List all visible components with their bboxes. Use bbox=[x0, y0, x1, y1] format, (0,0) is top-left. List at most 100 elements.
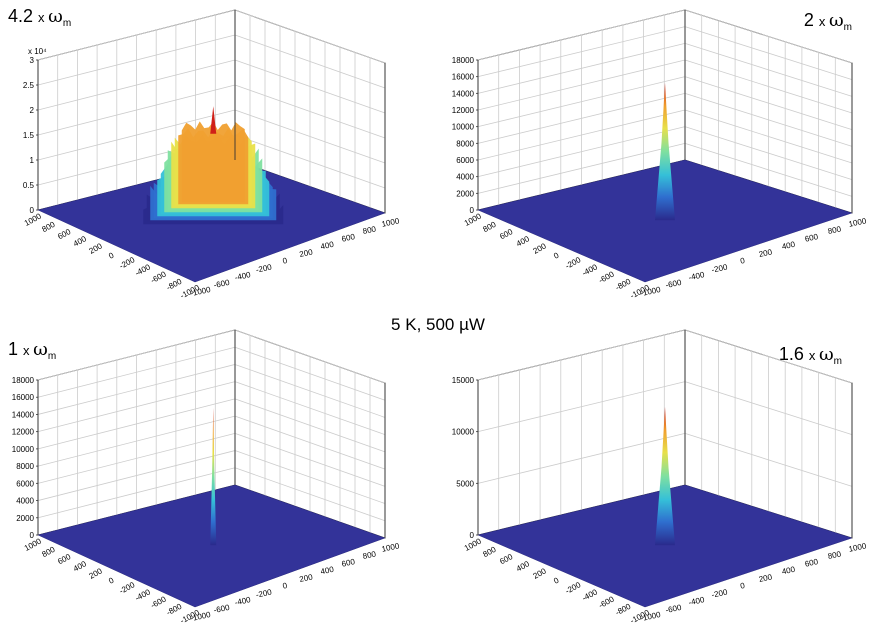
grid-line bbox=[684, 26, 853, 81]
figure-label: 5 K, 500 µW bbox=[391, 315, 485, 334]
y-tick-label: 200 bbox=[532, 566, 548, 580]
y-tick-label: 800 bbox=[41, 220, 57, 234]
panel-label: 1 x ωm bbox=[8, 339, 56, 362]
y-tick-label: 1000 bbox=[463, 536, 483, 553]
z-tick-label: 3 bbox=[30, 56, 35, 65]
y-tick-label: 600 bbox=[498, 552, 514, 566]
x-tick-label: -1000 bbox=[640, 285, 662, 298]
y-tick-label: -600 bbox=[149, 269, 168, 285]
grid-line bbox=[477, 126, 686, 178]
x-tick-label: -400 bbox=[688, 270, 706, 282]
grid-line bbox=[37, 34, 236, 86]
grid-line bbox=[37, 109, 236, 161]
y-tick-label: 0 bbox=[552, 576, 561, 586]
y-tick-label: 400 bbox=[515, 234, 531, 248]
x-tick-label: 0 bbox=[282, 581, 289, 591]
y-tick-label: -200 bbox=[118, 255, 137, 271]
grid-line bbox=[37, 415, 236, 467]
y-tick-label: 400 bbox=[72, 234, 88, 248]
z-tick-label: 4000 bbox=[16, 497, 34, 506]
y-tick-label: -800 bbox=[614, 277, 633, 293]
z-tick-label: 12000 bbox=[12, 428, 35, 437]
x-tick-label: 400 bbox=[781, 240, 796, 252]
z-tick-label: 10000 bbox=[452, 428, 475, 437]
peak-spike bbox=[655, 82, 675, 221]
grid-line bbox=[37, 364, 236, 415]
x-tick-label: 600 bbox=[804, 232, 819, 244]
grid-line bbox=[234, 134, 386, 189]
grid-line bbox=[37, 346, 236, 398]
z-tick-label: 2 bbox=[30, 106, 35, 115]
y-tick-label: -800 bbox=[165, 277, 184, 293]
panel-label: 2 x ωm bbox=[804, 10, 852, 33]
x-tick-label: 400 bbox=[781, 565, 796, 577]
surface-layer bbox=[181, 121, 245, 203]
x-tick-label: 200 bbox=[299, 247, 314, 259]
grid-line bbox=[234, 364, 386, 418]
y-tick-label: 200 bbox=[532, 241, 548, 255]
grid-line bbox=[684, 92, 853, 147]
z-tick-label: 12000 bbox=[452, 106, 475, 115]
panel-label: 1.6 x ωm bbox=[779, 344, 842, 367]
grid-line bbox=[477, 329, 686, 381]
z-tick-label: 2000 bbox=[16, 514, 34, 523]
y-tick-label: 0 bbox=[552, 251, 561, 261]
x-tick-label: 0 bbox=[739, 581, 746, 591]
y-tick-label: -200 bbox=[118, 580, 137, 596]
z-tick-label: 8000 bbox=[16, 462, 34, 471]
x-tick-label: -400 bbox=[688, 595, 706, 607]
x-tick-label: 600 bbox=[341, 232, 356, 244]
grid-line bbox=[37, 381, 236, 433]
x-tick-label: 1000 bbox=[381, 216, 401, 229]
grid-line bbox=[37, 398, 236, 450]
x-tick-label: -1000 bbox=[190, 610, 212, 623]
y-tick-label: 400 bbox=[515, 559, 531, 573]
grid-line bbox=[477, 432, 686, 484]
x-tick-label: 0 bbox=[739, 256, 746, 266]
z-exponent-label: x 10⁴ bbox=[28, 47, 47, 56]
grid-line bbox=[234, 9, 386, 64]
y-tick-label: -400 bbox=[581, 262, 600, 278]
peak-spike bbox=[210, 407, 217, 546]
x-tick-label: 400 bbox=[320, 565, 335, 577]
surface-panel-3: 0200040006000800010000120001400016000180… bbox=[8, 329, 401, 624]
x-tick-label: 800 bbox=[362, 224, 377, 236]
y-tick-label: 600 bbox=[56, 227, 72, 241]
z-tick-label: 16000 bbox=[12, 393, 35, 402]
y-tick-label: -400 bbox=[581, 587, 600, 603]
grid-line bbox=[477, 59, 686, 111]
x-tick-label: -400 bbox=[234, 270, 252, 282]
y-tick-label: -600 bbox=[597, 269, 616, 285]
z-tick-label: 10000 bbox=[12, 445, 35, 454]
x-tick-label: -600 bbox=[665, 603, 683, 615]
z-tick-label: 15000 bbox=[452, 376, 475, 385]
grid-line bbox=[37, 59, 236, 111]
x-tick-label: 600 bbox=[341, 557, 356, 569]
x-tick-label: -200 bbox=[255, 587, 273, 599]
x-tick-label: 0 bbox=[282, 256, 289, 266]
grid-line bbox=[37, 9, 236, 61]
z-tick-label: 0.5 bbox=[23, 181, 35, 190]
peak-spike bbox=[655, 406, 675, 546]
x-tick-label: 1000 bbox=[381, 541, 401, 554]
grid-line bbox=[684, 142, 853, 197]
grid-line bbox=[234, 450, 386, 504]
grid-line bbox=[684, 9, 853, 64]
y-tick-label: 800 bbox=[482, 545, 498, 559]
grid-line bbox=[234, 34, 386, 89]
y-tick-label: 800 bbox=[482, 220, 498, 234]
grid-line bbox=[477, 109, 686, 161]
grid-line bbox=[234, 329, 386, 384]
grid-line bbox=[234, 84, 386, 139]
z-tick-label: 6000 bbox=[16, 479, 34, 488]
grid-line bbox=[684, 381, 853, 436]
z-tick-label: 5000 bbox=[456, 479, 474, 488]
z-tick-label: 18000 bbox=[452, 56, 475, 65]
z-tick-label: 4000 bbox=[456, 173, 474, 182]
grid-line bbox=[234, 59, 386, 114]
y-tick-label: -600 bbox=[597, 594, 616, 610]
x-tick-label: -1000 bbox=[190, 285, 212, 298]
grid-line bbox=[234, 415, 386, 470]
